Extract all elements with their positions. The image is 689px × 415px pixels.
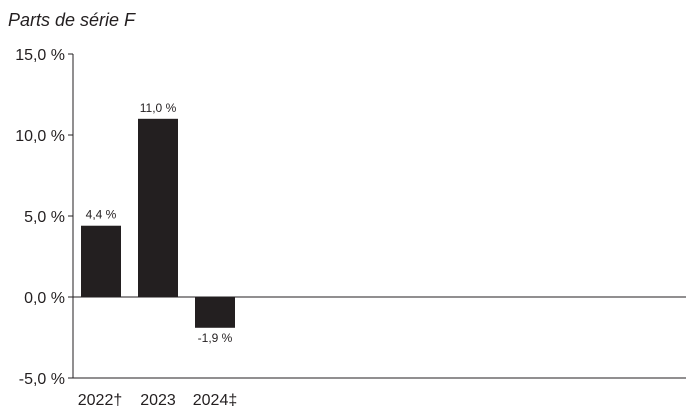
data-label: 4,4 %: [86, 208, 117, 222]
y-tick-label: 15,0 %: [15, 47, 65, 64]
chart-title: Parts de série F: [8, 10, 136, 30]
y-tick-label: 10,0 %: [15, 128, 65, 145]
y-tick-label: 5,0 %: [24, 209, 65, 226]
y-tick-label: 0,0 %: [24, 290, 65, 307]
bar: [138, 118, 178, 297]
data-label: -1,9 %: [198, 331, 233, 345]
bar: [195, 297, 235, 328]
bar: [81, 225, 121, 297]
data-label: 11,0 %: [140, 101, 177, 115]
x-category-label: 2024‡: [193, 392, 238, 409]
y-tick-label: -5,0 %: [19, 371, 65, 388]
x-category-label: 2023: [140, 392, 176, 409]
x-category-label: 2022†: [78, 392, 123, 409]
